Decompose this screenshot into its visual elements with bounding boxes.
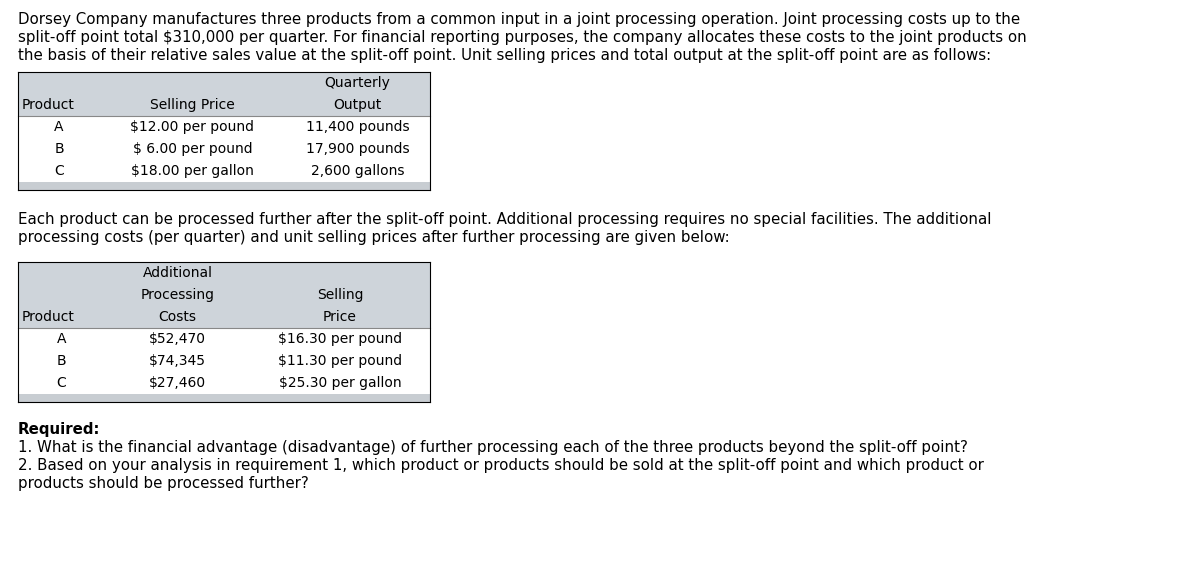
- Text: 2,600 gallons: 2,600 gallons: [311, 164, 404, 178]
- Bar: [18, 182, 430, 190]
- Text: Selling: Selling: [317, 288, 364, 302]
- Bar: [18, 72, 430, 116]
- Text: Selling Price: Selling Price: [150, 98, 235, 112]
- Text: C: C: [56, 376, 66, 390]
- Text: C: C: [54, 164, 64, 178]
- Text: Product: Product: [22, 98, 74, 112]
- Text: $18.00 per gallon: $18.00 per gallon: [131, 164, 254, 178]
- Text: Output: Output: [334, 98, 382, 112]
- Text: products should be processed further?: products should be processed further?: [18, 476, 308, 491]
- Bar: [18, 350, 430, 372]
- Text: 2. Based on your analysis in requirement 1, which product or products should be : 2. Based on your analysis in requirement…: [18, 458, 984, 473]
- Text: 1. What is the financial advantage (disadvantage) of further processing each of : 1. What is the financial advantage (disa…: [18, 440, 968, 455]
- Text: 11,400 pounds: 11,400 pounds: [306, 120, 409, 134]
- Text: $11.30 per pound: $11.30 per pound: [278, 354, 402, 368]
- Text: processing costs (per quarter) and unit selling prices after further processing : processing costs (per quarter) and unit …: [18, 230, 730, 245]
- Bar: [18, 262, 430, 328]
- Text: B: B: [54, 142, 64, 156]
- Bar: [18, 160, 430, 182]
- Text: 17,900 pounds: 17,900 pounds: [306, 142, 409, 156]
- Text: A: A: [56, 332, 66, 346]
- Bar: [18, 328, 430, 350]
- Text: Each product can be processed further after the split-off point. Additional proc: Each product can be processed further af…: [18, 212, 991, 227]
- Text: the basis of their relative sales value at the split-off point. Unit selling pri: the basis of their relative sales value …: [18, 48, 991, 63]
- Text: Dorsey Company manufactures three products from a common input in a joint proces: Dorsey Company manufactures three produc…: [18, 12, 1020, 27]
- Text: B: B: [56, 354, 66, 368]
- Text: $25.30 per gallon: $25.30 per gallon: [278, 376, 401, 390]
- Text: Quarterly: Quarterly: [324, 76, 390, 90]
- Text: $74,345: $74,345: [149, 354, 206, 368]
- Text: Required:: Required:: [18, 422, 101, 437]
- Bar: [18, 116, 430, 138]
- Text: $12.00 per pound: $12.00 per pound: [131, 120, 254, 134]
- Text: A: A: [54, 120, 64, 134]
- Text: $52,470: $52,470: [149, 332, 206, 346]
- Text: split-off point total $310,000 per quarter. For financial reporting purposes, th: split-off point total $310,000 per quart…: [18, 30, 1027, 45]
- Bar: [18, 394, 430, 402]
- Text: Product: Product: [22, 310, 74, 324]
- Bar: [18, 372, 430, 394]
- Text: $ 6.00 per pound: $ 6.00 per pound: [133, 142, 252, 156]
- Text: $27,460: $27,460: [149, 376, 206, 390]
- Text: Processing: Processing: [140, 288, 215, 302]
- Text: Costs: Costs: [158, 310, 197, 324]
- Text: $16.30 per pound: $16.30 per pound: [278, 332, 402, 346]
- Text: Price: Price: [323, 310, 356, 324]
- Text: Additional: Additional: [143, 266, 212, 280]
- Bar: [18, 138, 430, 160]
